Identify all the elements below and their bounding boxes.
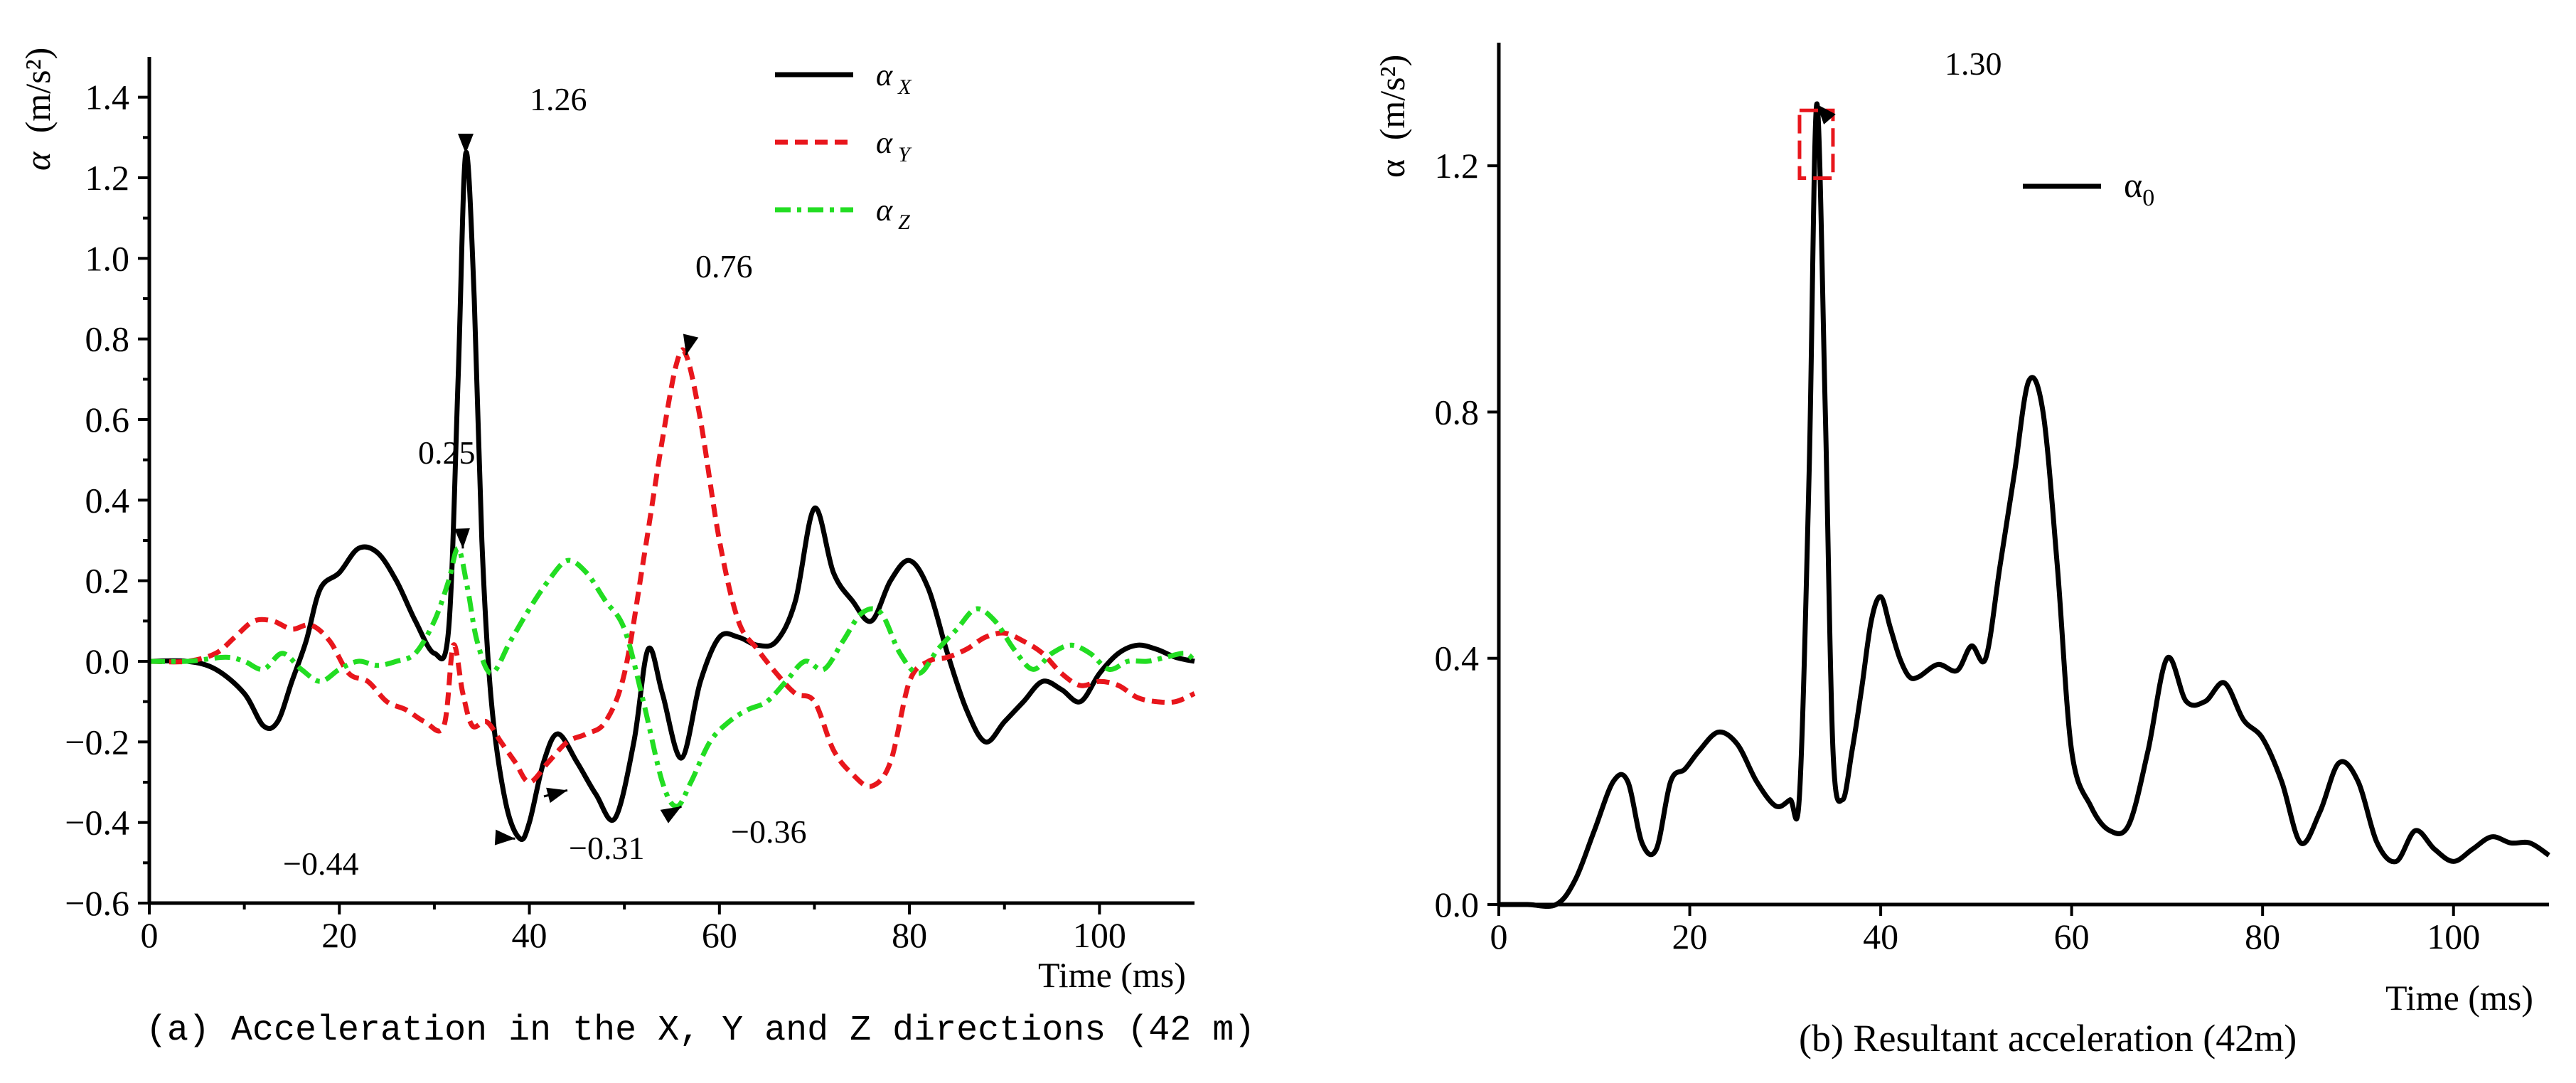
b-y-tick-label: 0.0 xyxy=(1435,885,1480,924)
b-annotation-label: 1.30 xyxy=(1945,46,2002,82)
b-y-tick-label: 0.4 xyxy=(1435,639,1480,678)
b-x-tick-label: 100 xyxy=(2427,917,2480,956)
a-annotation-label: −0.36 xyxy=(731,813,806,850)
a-x-tick-label: 100 xyxy=(1073,915,1126,955)
b-y-tick-label: 0.8 xyxy=(1435,392,1480,432)
a-annotation-label: −0.31 xyxy=(569,830,644,866)
a-annotation-arrowhead xyxy=(457,133,474,154)
a-y-tick-label: 1.4 xyxy=(85,78,130,117)
panel-b-y-title: α (m/s²) xyxy=(1372,55,1412,178)
a-annotation-arrowhead xyxy=(494,829,515,845)
a-y-tick-label: 0.0 xyxy=(85,641,130,681)
a-x-tick-label: 40 xyxy=(512,915,547,955)
b-legend-label-0: α0 xyxy=(2124,165,2154,211)
panel-b-legend: α0 xyxy=(2023,165,2154,211)
a-y-tick-label: 1.0 xyxy=(85,238,130,278)
a-x-tick-label: 20 xyxy=(321,915,357,955)
a-y-tick-label: −0.4 xyxy=(65,803,129,843)
a-annotation-arrowhead xyxy=(454,528,470,549)
panel-a-legend: α X α Y α Z xyxy=(775,58,912,234)
a-annotation-label: 0.76 xyxy=(695,248,753,284)
a-x-tick-label: 0 xyxy=(141,915,159,955)
a-annotation-label: −0.44 xyxy=(283,845,358,882)
a-series-line-0 xyxy=(149,149,1195,842)
b-x-tick-label: 40 xyxy=(1863,917,1898,956)
a-y-tick-label: 0.2 xyxy=(85,561,130,601)
panel-b-caption: (b) Resultant acceleration (42m) xyxy=(1799,1017,2297,1060)
a-y-tick-label: 1.2 xyxy=(85,158,130,198)
panel-a-caption: (a) Acceleration in the X, Y and Z direc… xyxy=(146,1010,1255,1051)
b-x-tick-label: 20 xyxy=(1672,917,1708,956)
a-annotation-label: 1.26 xyxy=(530,81,587,117)
a-y-tick-label: −0.6 xyxy=(65,883,129,923)
a-y-tick-label: 0.6 xyxy=(85,400,130,439)
a-annotation-arrowhead xyxy=(546,787,567,804)
a-annotation-label: 0.25 xyxy=(418,434,476,471)
panel-a-y-title: α (m/s²) xyxy=(18,48,58,171)
peak-highlight-box xyxy=(1797,108,1835,180)
b-annotation-arrowhead xyxy=(1817,104,1836,124)
b-x-tick-label: 60 xyxy=(2054,917,2090,956)
panel-a: 0 20 40 60 80 100 −0.6 −0.4 −0.2 0.0 0.2 0.4 0.6 0.8 1… xyxy=(18,48,1255,1051)
a-y-tick-label: 0.4 xyxy=(85,480,130,520)
a-annotation-arrowhead xyxy=(660,806,682,823)
b-series-line-0 xyxy=(1499,102,2550,909)
a-y-tick-label: 0.8 xyxy=(85,319,130,359)
panel-b-x-title: Time (ms) xyxy=(2385,978,2533,1018)
a-x-tick-label: 60 xyxy=(702,915,737,955)
a-annotation-arrowhead xyxy=(683,334,699,356)
a-x-tick-label: 80 xyxy=(892,915,927,955)
b-x-tick-label: 80 xyxy=(2245,917,2280,956)
a-series-line-2 xyxy=(149,545,1197,809)
a-series-line-1 xyxy=(149,347,1196,789)
b-y-tick-label: 1.2 xyxy=(1435,146,1480,186)
panel-a-x-title: Time (ms) xyxy=(1038,955,1186,995)
a-y-tick-label: −0.2 xyxy=(65,722,129,762)
b-x-tick-label: 0 xyxy=(1490,917,1508,956)
